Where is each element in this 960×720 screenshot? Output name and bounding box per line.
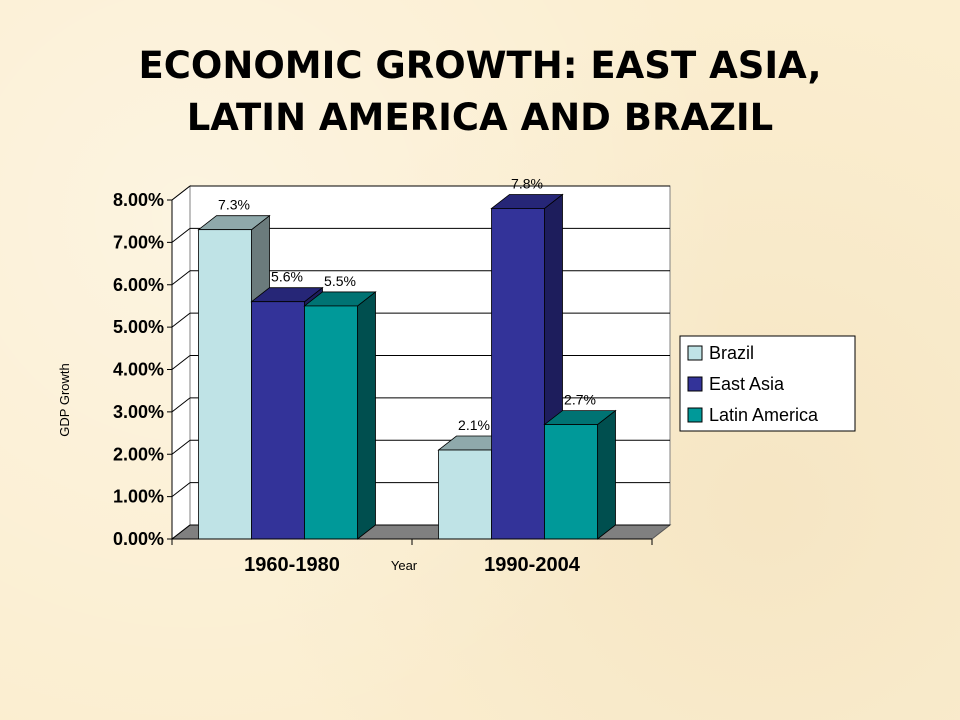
gridline-side bbox=[171, 185, 191, 201]
y-tick-label: 3.00% bbox=[113, 402, 164, 422]
data-label: 2.7% bbox=[564, 392, 596, 408]
legend-box bbox=[679, 335, 856, 432]
legend-label: Brazil bbox=[709, 343, 754, 363]
gridline-side bbox=[171, 227, 191, 243]
gridline-side bbox=[171, 270, 191, 286]
legend: Brazil East Asia Latin America bbox=[679, 335, 856, 432]
legend-label: East Asia bbox=[709, 374, 785, 394]
bar bbox=[544, 424, 598, 540]
y-tick-label: 0.00% bbox=[113, 529, 164, 549]
legend-swatch bbox=[687, 407, 703, 423]
y-tick-label: 2.00% bbox=[113, 444, 164, 464]
bars: 7.3% 5.6% 5.5% 2.1% 7.8% 2.7% bbox=[197, 175, 617, 540]
bar-side bbox=[597, 409, 616, 540]
data-label: 5.5% bbox=[324, 273, 356, 289]
gridline-side bbox=[171, 439, 191, 455]
y-tick-label: 6.00% bbox=[113, 275, 164, 295]
gridline-side bbox=[171, 482, 191, 498]
y-tick-label: 8.00% bbox=[113, 190, 164, 210]
bar bbox=[304, 305, 358, 540]
y-tick-label: 7.00% bbox=[113, 232, 164, 252]
gridline-side bbox=[171, 312, 191, 328]
bar bbox=[438, 449, 492, 540]
y-tick-label: 5.00% bbox=[113, 317, 164, 337]
x-axis-title: Year bbox=[391, 558, 418, 573]
slide-title: ECONOMIC GROWTH: EAST ASIA, LATIN AMERIC… bbox=[0, 40, 960, 144]
data-label: 7.3% bbox=[218, 197, 250, 213]
legend-swatch bbox=[687, 345, 703, 361]
data-label: 7.8% bbox=[511, 175, 543, 191]
bar bbox=[198, 229, 252, 540]
legend-swatch bbox=[687, 376, 703, 392]
data-label: 2.1% bbox=[458, 417, 490, 433]
gridline-side bbox=[171, 397, 191, 413]
axes: 1960-1980 1990-2004 0.00% 1.00% 2.00% 3.00% 4.… bbox=[57, 190, 653, 576]
data-label: 5.6% bbox=[271, 269, 303, 285]
title-line-2: LATIN AMERICA AND BRAZIL bbox=[186, 96, 774, 139]
title-line-1: ECONOMIC GROWTH: EAST ASIA, bbox=[138, 44, 822, 87]
x-tick-label: 1990-2004 bbox=[484, 554, 581, 576]
gridline-side bbox=[171, 524, 191, 540]
bar bbox=[491, 208, 545, 540]
y-axis-title: GDP Growth bbox=[57, 363, 72, 436]
y-tick-label: 1.00% bbox=[113, 487, 164, 507]
bar bbox=[251, 301, 305, 540]
legend-label: Latin America bbox=[709, 405, 819, 425]
y-tick-label: 4.00% bbox=[113, 360, 164, 380]
x-tick-label: 1960-1980 bbox=[244, 554, 340, 576]
bar-side bbox=[357, 291, 376, 540]
gridline-side bbox=[171, 355, 191, 370]
